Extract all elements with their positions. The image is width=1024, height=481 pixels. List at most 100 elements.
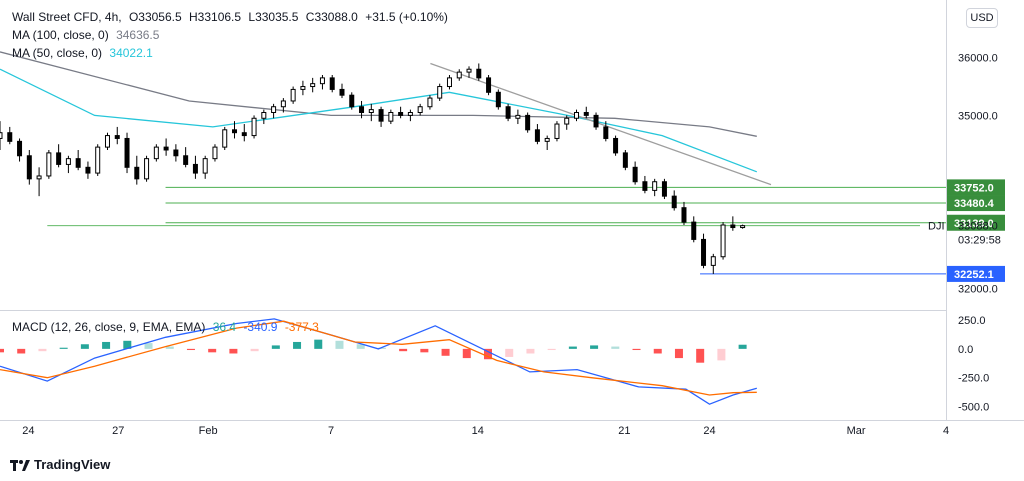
candle-body: [339, 88, 345, 96]
currency-button[interactable]: USD: [966, 8, 998, 28]
macd-histogram-bar: [590, 345, 599, 349]
candle-body: [241, 132, 247, 137]
macd-histogram-bar: [208, 348, 217, 353]
price-ticker-label: DJI: [928, 221, 945, 233]
macd-histogram-bar: [38, 348, 47, 352]
candle-body: [75, 158, 81, 168]
open-value: O33056.5: [128, 10, 182, 24]
macd-histogram-bar: [441, 348, 450, 356]
countdown-label: 03:29:58: [958, 235, 1001, 247]
macd-histogram-bar: [399, 348, 408, 352]
candle-body: [329, 77, 335, 90]
legend-macd[interactable]: MACD (12, 26, close, 9, EMA, EMA) 36.4 -…: [12, 320, 323, 334]
footer-brand-label: TradingView: [34, 457, 111, 472]
price-tick-label: 32000.0: [958, 283, 998, 295]
price-badges: 33752.0 33480.4 33139.0 32252.1 33088.0 DJI 03…: [928, 179, 1005, 282]
candle-body: [153, 146, 159, 160]
macd-histogram-bar: [420, 348, 429, 353]
candle-body: [85, 166, 91, 174]
candle-body: [114, 135, 120, 139]
macd-histogram-bar: [250, 348, 259, 352]
candle-body: [671, 195, 677, 209]
footer-brand[interactable]: TradingView: [10, 457, 110, 472]
candle-body: [564, 117, 570, 125]
candle-body: [222, 129, 228, 148]
candle-body: [319, 77, 325, 85]
ma100-line: [0, 51, 757, 137]
symbol-label: Wall Street CFD, 4h,: [12, 10, 122, 24]
macd-histogram-bar: [526, 348, 535, 354]
macd-histogram-bar: [271, 345, 280, 349]
level-badge-label: 33139.0: [954, 218, 994, 230]
candle-body: [134, 166, 140, 180]
macd-path: [0, 318, 757, 405]
level-badge-label: 33752.0: [954, 182, 994, 194]
price-tick-label: 35000.0: [958, 110, 998, 122]
level-badge: [947, 195, 1005, 212]
macd-tick-label: -250.0: [958, 373, 989, 385]
time-tick-label: 27: [112, 425, 124, 437]
candle-body: [17, 140, 23, 157]
legend-ma100[interactable]: MA (100, close, 0) 34636.5: [12, 28, 163, 42]
macd-histogram-bar: [696, 348, 705, 363]
candle-body: [192, 163, 198, 174]
macd-histogram-bar: [611, 346, 620, 349]
candlestick-series: [0, 63, 746, 274]
macd-histogram-bar: [165, 346, 174, 349]
candle-body: [583, 112, 589, 116]
time-tick-label: Feb: [199, 425, 218, 437]
macd-histogram-bar: [102, 341, 111, 349]
level-badge: [947, 214, 1005, 231]
candle-body: [202, 158, 208, 174]
macd-histogram-bar: [59, 347, 68, 349]
time-tick-label: Mar: [847, 425, 866, 437]
candle-body: [466, 68, 472, 73]
level-badge: [947, 265, 1005, 282]
macd-tick-label: -500.0: [958, 401, 989, 413]
macd-histogram-bar: [484, 348, 493, 360]
candle-body: [701, 238, 707, 266]
legend-ma50[interactable]: MA (50, close, 0) 34022.1: [12, 46, 157, 60]
candle-body: [163, 146, 169, 151]
candle-body: [456, 71, 462, 79]
candle-body: [710, 256, 716, 266]
time-tick-label: 4: [943, 425, 949, 437]
panel-divider: [0, 310, 946, 311]
candle-body: [642, 181, 648, 191]
macd-histogram-bar: [505, 348, 514, 357]
macd-histogram-bar: [568, 346, 577, 349]
candle-body: [417, 106, 423, 113]
candle-body: [36, 175, 42, 180]
macd-histogram-bar: [186, 348, 195, 351]
low-value: L33035.5: [248, 10, 299, 24]
level-badge-label: 32252.1: [954, 269, 994, 281]
ma50-value: 34022.1: [109, 46, 153, 60]
macd-histogram-bar: [632, 348, 641, 351]
signal-value: -377.3: [284, 320, 319, 334]
ma50-line: [0, 68, 758, 173]
candle-body: [427, 97, 433, 108]
macd-line: [0, 318, 757, 405]
price-tick-label: 36000.0: [958, 53, 998, 65]
candle-body: [388, 112, 394, 122]
price-axis-border: [946, 0, 947, 420]
level-badge: [947, 179, 1005, 196]
candle-body: [46, 152, 52, 177]
candle-body: [554, 123, 560, 139]
candle-body: [476, 68, 482, 79]
macd-histogram-bar: [314, 339, 323, 349]
candle-body: [124, 137, 130, 168]
candle-body: [398, 112, 404, 116]
current-price-label: 33088.0: [958, 221, 998, 233]
trendline-path: [430, 62, 772, 186]
candle-body: [183, 155, 189, 165]
candle-body: [271, 106, 277, 113]
candle-body: [446, 77, 452, 88]
candle-body: [290, 88, 296, 102]
ma100-label: MA (100, close, 0): [12, 28, 109, 42]
candle-body: [613, 137, 619, 154]
macd-histogram-bar: [17, 348, 26, 354]
tradingview-logo-icon: [10, 459, 30, 471]
candle-body: [261, 112, 267, 119]
